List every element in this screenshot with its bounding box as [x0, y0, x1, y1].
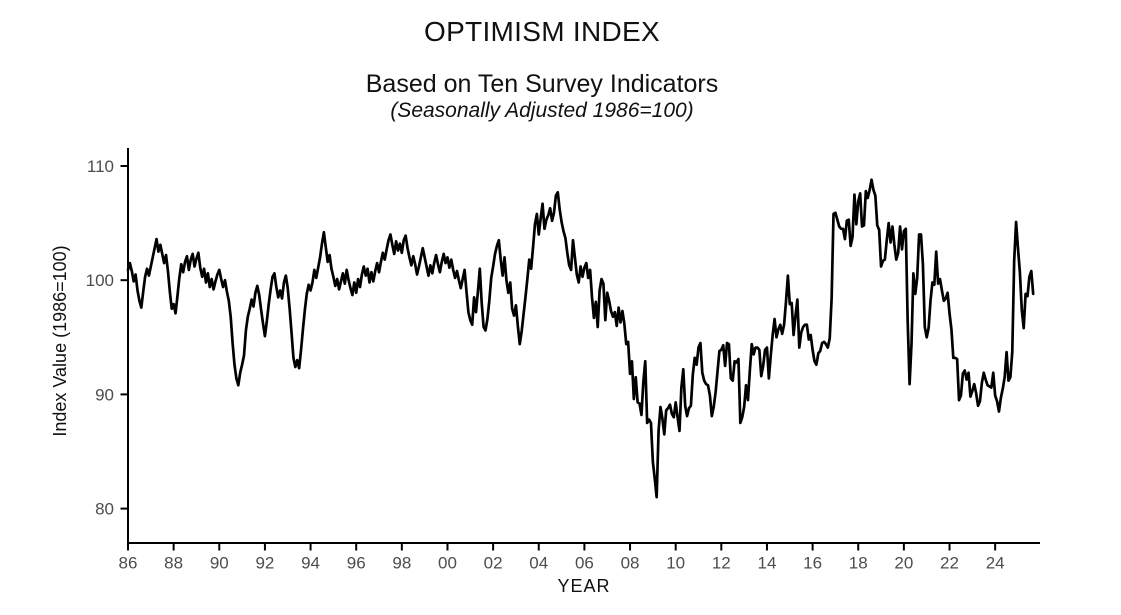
x-tick-label: 02	[484, 554, 503, 573]
chart-subtitle: Based on Ten Survey Indicators	[365, 70, 719, 98]
x-tick-label: 08	[621, 554, 640, 573]
x-tick-label: 22	[940, 554, 959, 573]
y-tick-label: 110	[87, 157, 114, 176]
x-tick-label: 90	[210, 554, 229, 573]
x-axis-title: YEAR	[557, 576, 610, 596]
x-tick-label: 04	[529, 554, 548, 573]
x-tick-label: 92	[255, 554, 274, 573]
y-axis-ticks: 80 90 100 110	[86, 157, 128, 519]
x-tick-label: 14	[757, 554, 776, 573]
x-axis-ticks: 86 88 90 92 94 96 98 00 02 04 06 08 10 12 14 16 18 20 22 24	[119, 543, 1005, 573]
optimism-index-series-line	[126, 178, 1035, 499]
x-tick-label: 16	[803, 554, 822, 573]
x-tick-label: 96	[347, 554, 366, 573]
x-tick-label: 18	[849, 554, 868, 573]
y-tick-label: 100	[86, 271, 114, 290]
x-tick-label: 06	[575, 554, 594, 573]
x-tick-label: 12	[712, 554, 731, 573]
x-tick-label: 86	[119, 554, 138, 573]
x-tick-label: 20	[894, 554, 913, 573]
y-tick-label: 80	[95, 500, 114, 519]
x-tick-label: 00	[438, 554, 457, 573]
y-tick-label: 90	[95, 385, 114, 404]
x-tick-label: 88	[164, 554, 183, 573]
x-tick-label: 98	[392, 554, 411, 573]
x-tick-label: 94	[301, 554, 320, 573]
x-tick-label: 24	[986, 554, 1005, 573]
y-axis-title: Index Value (1986=100)	[50, 245, 70, 436]
chart-subtitle-note: (Seasonally Adjusted 1986=100)	[390, 99, 694, 122]
chart-title: OPTIMISM INDEX	[424, 16, 660, 47]
x-tick-label: 10	[666, 554, 685, 573]
